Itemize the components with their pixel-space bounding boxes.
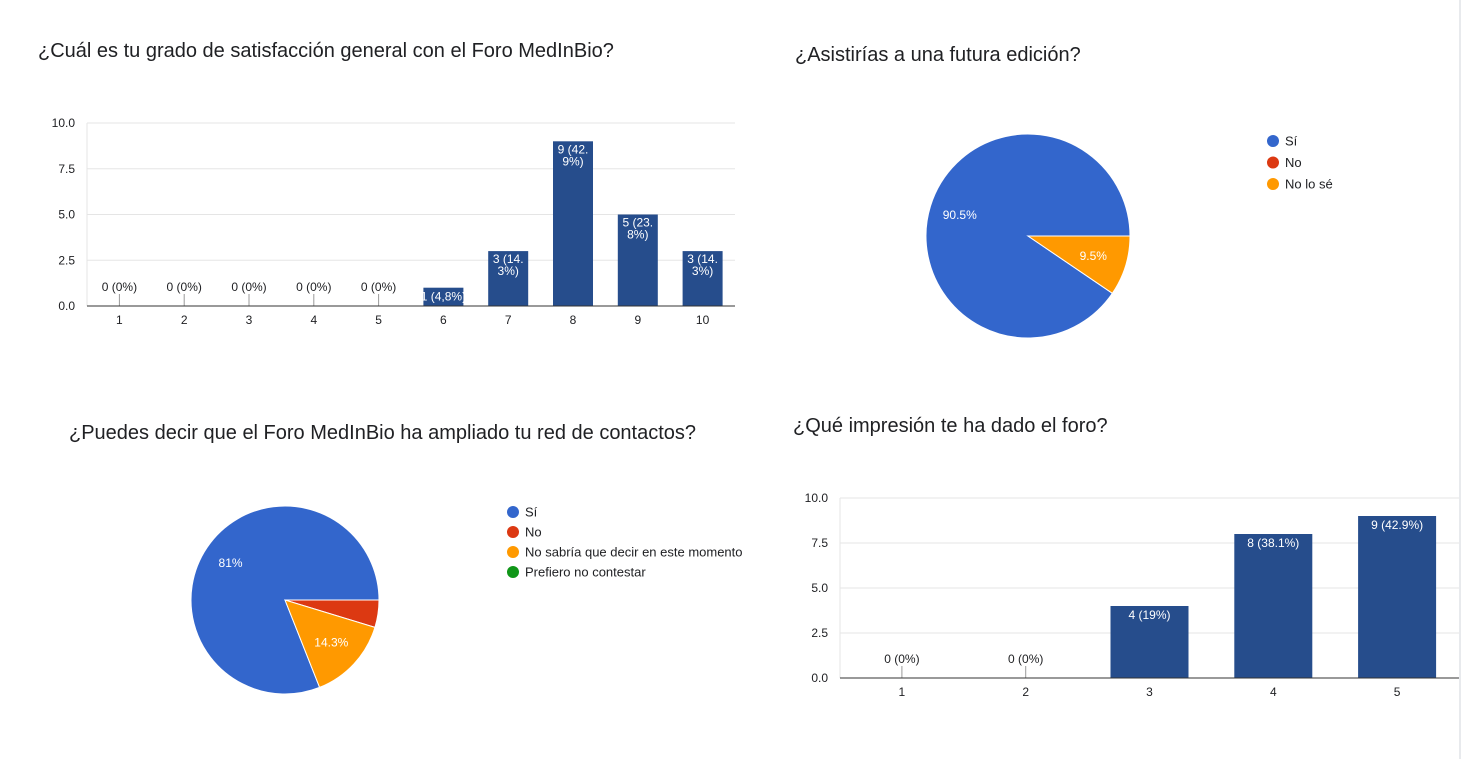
legend-marker bbox=[1267, 178, 1279, 190]
legend-entry: No bbox=[1285, 155, 1302, 170]
x-tick-label: 4 bbox=[1270, 685, 1277, 699]
y-tick-label: 2.5 bbox=[811, 626, 828, 640]
data-label: 0 (0%) bbox=[167, 280, 202, 294]
x-tick-label: 2 bbox=[181, 313, 188, 327]
x-tick-label: 5 bbox=[1394, 685, 1401, 699]
bar bbox=[488, 251, 529, 306]
data-label: 0 (0%) bbox=[1008, 652, 1043, 666]
bar bbox=[1358, 516, 1437, 678]
data-label: 0 (0%) bbox=[231, 280, 266, 294]
x-tick-label: 3 bbox=[246, 313, 253, 327]
legend-entry: No sabría que decir en este momento bbox=[525, 545, 743, 560]
bar bbox=[423, 287, 464, 306]
data-label: 4 (19%) bbox=[1128, 608, 1170, 622]
legend-marker bbox=[507, 566, 519, 578]
data-label: 9 (42.9%) bbox=[1371, 518, 1423, 532]
x-tick-label: 10 bbox=[696, 313, 710, 327]
legend-marker bbox=[1267, 156, 1279, 169]
data-label: 5 (23. 8%) bbox=[622, 216, 653, 242]
legend-marker bbox=[1267, 135, 1279, 147]
chart-title: ¿Puedes decir que el Foro MedInBio ha am… bbox=[69, 422, 697, 444]
slice-label: 14.3% bbox=[314, 636, 348, 650]
x-tick-label: 7 bbox=[505, 313, 512, 327]
x-tick-label: 1 bbox=[116, 313, 123, 327]
bar bbox=[553, 141, 593, 306]
bar-chart-satisfaccion: 0.0 2.5 5.0 7.5 10.0 0 (0%) 1 0 (0%) 2 0 (0%) 3 0 (… bbox=[52, 116, 735, 327]
data-label: 0 (0%) bbox=[102, 280, 137, 294]
pie-slice bbox=[284, 599, 376, 689]
pie-chart-contactos: 81% 14.3% Sí No No sabría que decir en este … bbox=[190, 505, 743, 695]
data-label: 9 (42.9%) bbox=[558, 142, 589, 168]
y-tick-label: 7.5 bbox=[811, 536, 828, 550]
chart-title: ¿Qué impresión te ha dado el foro? bbox=[793, 415, 1108, 437]
legend-marker bbox=[507, 506, 519, 518]
legend-entry: No lo sé bbox=[1285, 177, 1333, 192]
y-tick-label: 2.5 bbox=[58, 253, 75, 267]
legend-marker bbox=[507, 546, 519, 558]
bar bbox=[682, 251, 723, 306]
chart-contactos: ¿Puedes decir que el Foro MedInBio ha am… bbox=[0, 380, 760, 759]
legend-entry: No bbox=[525, 525, 542, 540]
x-tick-label: 4 bbox=[310, 313, 317, 327]
page-edge-divider bbox=[1459, 0, 1461, 759]
x-tick-label: 2 bbox=[1022, 685, 1029, 699]
slice-label: 90.5% bbox=[943, 208, 977, 222]
data-label: 0 (0%) bbox=[884, 652, 919, 666]
legend-entry: Sí bbox=[1285, 134, 1298, 149]
y-tick-label: 7.5 bbox=[58, 162, 75, 176]
x-tick-label: 3 bbox=[1146, 685, 1153, 699]
pie-chart-asistirias: 90.5% 9.5% Sí No No lo sé bbox=[925, 134, 1333, 339]
x-tick-label: 8 bbox=[570, 313, 577, 327]
chart-satisfaccion: ¿Cuál es tu grado de satisfacción genera… bbox=[0, 0, 760, 380]
y-tick-label: 10.0 bbox=[52, 116, 76, 130]
y-tick-label: 10.0 bbox=[805, 491, 829, 505]
data-label: 0 (0%) bbox=[361, 280, 396, 294]
y-tick-label: 0.0 bbox=[811, 671, 828, 685]
x-tick-label: 1 bbox=[899, 685, 906, 699]
bar bbox=[1110, 606, 1189, 678]
bar bbox=[617, 214, 658, 306]
legend-entry: Prefiero no contestar bbox=[525, 565, 646, 580]
pie-slice bbox=[1026, 235, 1131, 295]
chart-title: ¿Asistirías a una futura edición? bbox=[795, 44, 1081, 66]
data-label: 3 (14. 3%) bbox=[687, 252, 718, 278]
slice-label: 9.5% bbox=[1080, 249, 1108, 263]
chart-title: ¿Cuál es tu grado de satisfacción genera… bbox=[38, 40, 614, 62]
data-label: 1 (4,8%) bbox=[421, 290, 466, 304]
chart-impresion: ¿Qué impresión te ha dado el foro? 0.0 2.… bbox=[760, 380, 1459, 759]
bar bbox=[1234, 534, 1313, 678]
data-label: 0 (0%) bbox=[296, 280, 331, 294]
bar-chart-impresion: 0.0 2.5 5.0 7.5 10.0 0 (0%) 1 0 (0%) 2 4 (19%) 3 8 … bbox=[805, 491, 1459, 699]
slice-label: 81% bbox=[219, 556, 243, 570]
y-tick-label: 5.0 bbox=[811, 581, 828, 595]
y-tick-label: 5.0 bbox=[58, 208, 75, 222]
legend-entry: Sí bbox=[525, 505, 538, 520]
data-label: 8 (38.1%) bbox=[1247, 536, 1299, 550]
x-tick-label: 9 bbox=[634, 313, 641, 327]
legend-marker bbox=[507, 526, 519, 538]
y-tick-label: 0.0 bbox=[58, 299, 75, 313]
data-label: 3 (14. 3%) bbox=[493, 252, 524, 278]
x-tick-label: 6 bbox=[440, 313, 447, 327]
chart-asistirias: ¿Asistirías a una futura edición? 90.5% 9… bbox=[760, 0, 1459, 380]
x-tick-label: 5 bbox=[375, 313, 382, 327]
